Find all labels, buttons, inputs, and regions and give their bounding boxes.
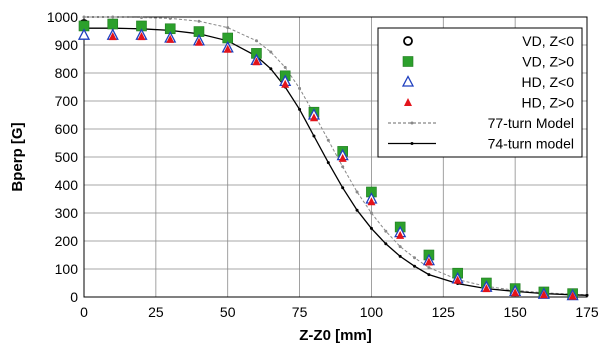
series-3-point [108,32,117,41]
y-tick-label: 600 [55,121,79,137]
x-tick-label: 50 [220,304,236,320]
series-4-point [168,16,172,20]
series-4-point [298,86,302,90]
legend-marker-3 [404,98,412,106]
x-tick-label: 100 [360,304,384,320]
x-tick-label: 125 [432,304,456,320]
y-tick-label: 400 [55,177,79,193]
series-5-point [413,264,417,268]
x-axis-title: Z-Z0 [mm] [299,327,372,344]
y-tick-labels: 0 100 200 300 400 500 600 700 800 900 1000 [47,9,78,305]
series-3-point [482,284,491,293]
x-tick-label: 25 [148,304,164,320]
series-4-point [413,256,417,260]
series-3-point [194,37,203,46]
series-5-point [398,254,402,258]
legend-marker-1 [402,56,414,67]
y-tick-label: 900 [55,37,79,53]
y-tick-label: 700 [55,93,79,109]
series-5-point [269,67,273,71]
series-4-point [369,211,373,215]
series-3-point [568,291,577,300]
series-5-point [585,293,589,297]
x-tick-labels: 0 25 50 75 100 125 150 175 [80,304,599,320]
series-4-point [427,266,431,270]
series-4-point [226,26,230,30]
series-3-point [453,275,462,284]
x-tick-label: 0 [80,304,88,320]
series-1-point [107,18,119,30]
legend-marker-4 [410,121,414,125]
series-3-point [539,290,548,299]
y-tick-label: 1000 [47,9,78,25]
series-5-point [384,242,388,246]
series-4-point [326,138,330,142]
legend-label: VD, Z<0 [522,33,574,49]
series-4-point [269,50,273,54]
series-5-point [427,273,431,277]
legend-marker-2 [401,75,415,87]
x-tick-label: 75 [292,304,308,320]
legend-label: HD, Z<0 [521,74,574,90]
legend-label: VD, Z>0 [522,54,574,70]
series-5-point [298,107,302,111]
series-5-point [355,208,359,212]
series-4-point [139,16,143,20]
series-3-point [338,153,347,162]
series-3-point [137,32,146,41]
series-4-point [283,65,287,69]
legend: VD, Z<0 VD, Z>0 HD, Z<0 HD, Z>0 77-turn Mode… [377,27,583,158]
series-3-point [223,44,232,53]
series-4-point [82,15,86,19]
series-3-point [367,197,376,206]
series-3-point [309,113,318,122]
y-tick-label: 100 [55,261,79,277]
series-4-point [384,229,388,233]
y-axis-title: Bperp [G] [9,122,26,191]
legend-marker-0 [403,36,413,46]
series-5-point [341,186,345,190]
legend-label: HD, Z>0 [521,95,574,111]
legend-label: 74-turn model [488,136,574,152]
series-3-point [166,34,175,43]
legend-box [377,27,583,158]
series-3-point [511,288,520,297]
series-3-point [396,230,405,239]
series-4-point [197,19,201,23]
series-3-point [281,79,290,88]
x-tick-label: 150 [503,304,527,320]
series-5-point [369,226,373,230]
series-4-point [111,15,115,19]
data-points [77,18,579,301]
series-3-point [424,257,433,266]
legend-label: 77-turn Model [488,115,574,131]
y-tick-label: 200 [55,233,79,249]
series-4-point [254,39,258,43]
x-tick-label: 175 [575,304,599,320]
series-4-point [341,165,345,169]
plot-frame [83,16,588,298]
series-4-point [355,190,359,194]
series-5-point [326,161,330,165]
y-tick-label: 800 [55,65,79,81]
y-tick-label: 300 [55,205,79,221]
y-tick-label: 500 [55,149,79,165]
series-3-point [252,57,261,66]
y-tick-label: 0 [70,289,78,305]
series-2-point [77,28,91,40]
series-4-point [398,245,402,249]
series-5-point [312,134,316,138]
legend-marker-5 [410,142,414,145]
